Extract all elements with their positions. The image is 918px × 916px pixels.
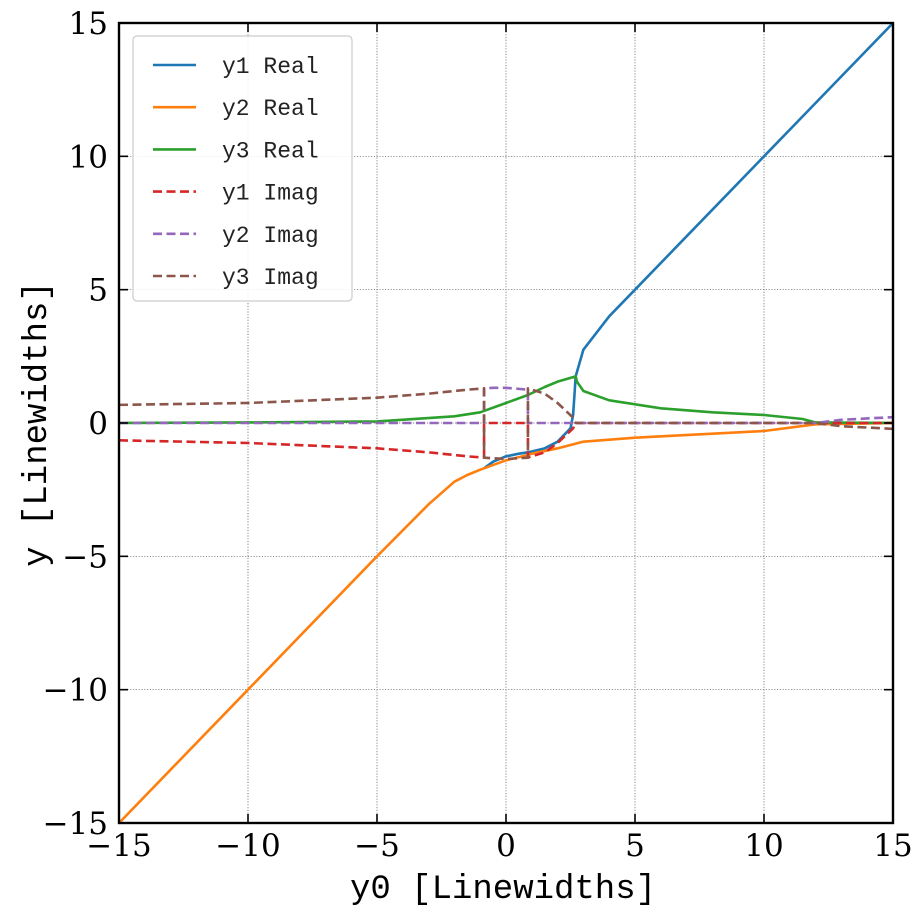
x-tick-label: 0	[496, 828, 516, 864]
series-line-4	[118, 421, 893, 459]
legend-label: y1 Imag	[222, 181, 319, 207]
x-tick-label: 15	[873, 828, 912, 864]
x-tick-label: −5	[354, 828, 400, 864]
x-axis-title: y0 [Linewidths]	[350, 871, 656, 909]
x-tick-label: −15	[86, 828, 151, 864]
series-layer	[118, 22, 894, 824]
legend-label: y3 Real	[222, 138, 319, 164]
series-line-6	[118, 387, 894, 461]
x-tick-label: −10	[215, 828, 280, 864]
legend-label: y1 Real	[222, 54, 319, 80]
legend-label: y2 Imag	[222, 223, 319, 249]
y-tick-label: 15	[69, 6, 108, 42]
axes	[117, 21, 895, 825]
y-tick-label: 5	[88, 273, 108, 309]
y-tick-label: 10	[69, 139, 108, 175]
series-line-3	[118, 375, 894, 425]
y-tick-label: 0	[88, 406, 108, 442]
y-axis-title: y [Linewidths]	[19, 281, 57, 567]
legend-label: y3 Imag	[222, 265, 319, 291]
tick-labels: −15 −10 −5 0 5 10 15 −15 −10 −5 0 5 10 15	[43, 6, 913, 864]
legend: y1 Real y2 Real y3 Real y1 Imag y2 Imag y3 Im…	[132, 35, 353, 302]
x-tick-label: 10	[744, 828, 783, 864]
y-tick-label: −15	[43, 806, 108, 842]
legend-label: y2 Real	[222, 96, 319, 122]
y-tick-label: −10	[43, 673, 108, 709]
y-tick-label: −5	[62, 539, 108, 575]
series-line-1	[483, 22, 894, 470]
x-tick-label: 5	[625, 828, 645, 864]
series-line-5	[119, 386, 894, 425]
